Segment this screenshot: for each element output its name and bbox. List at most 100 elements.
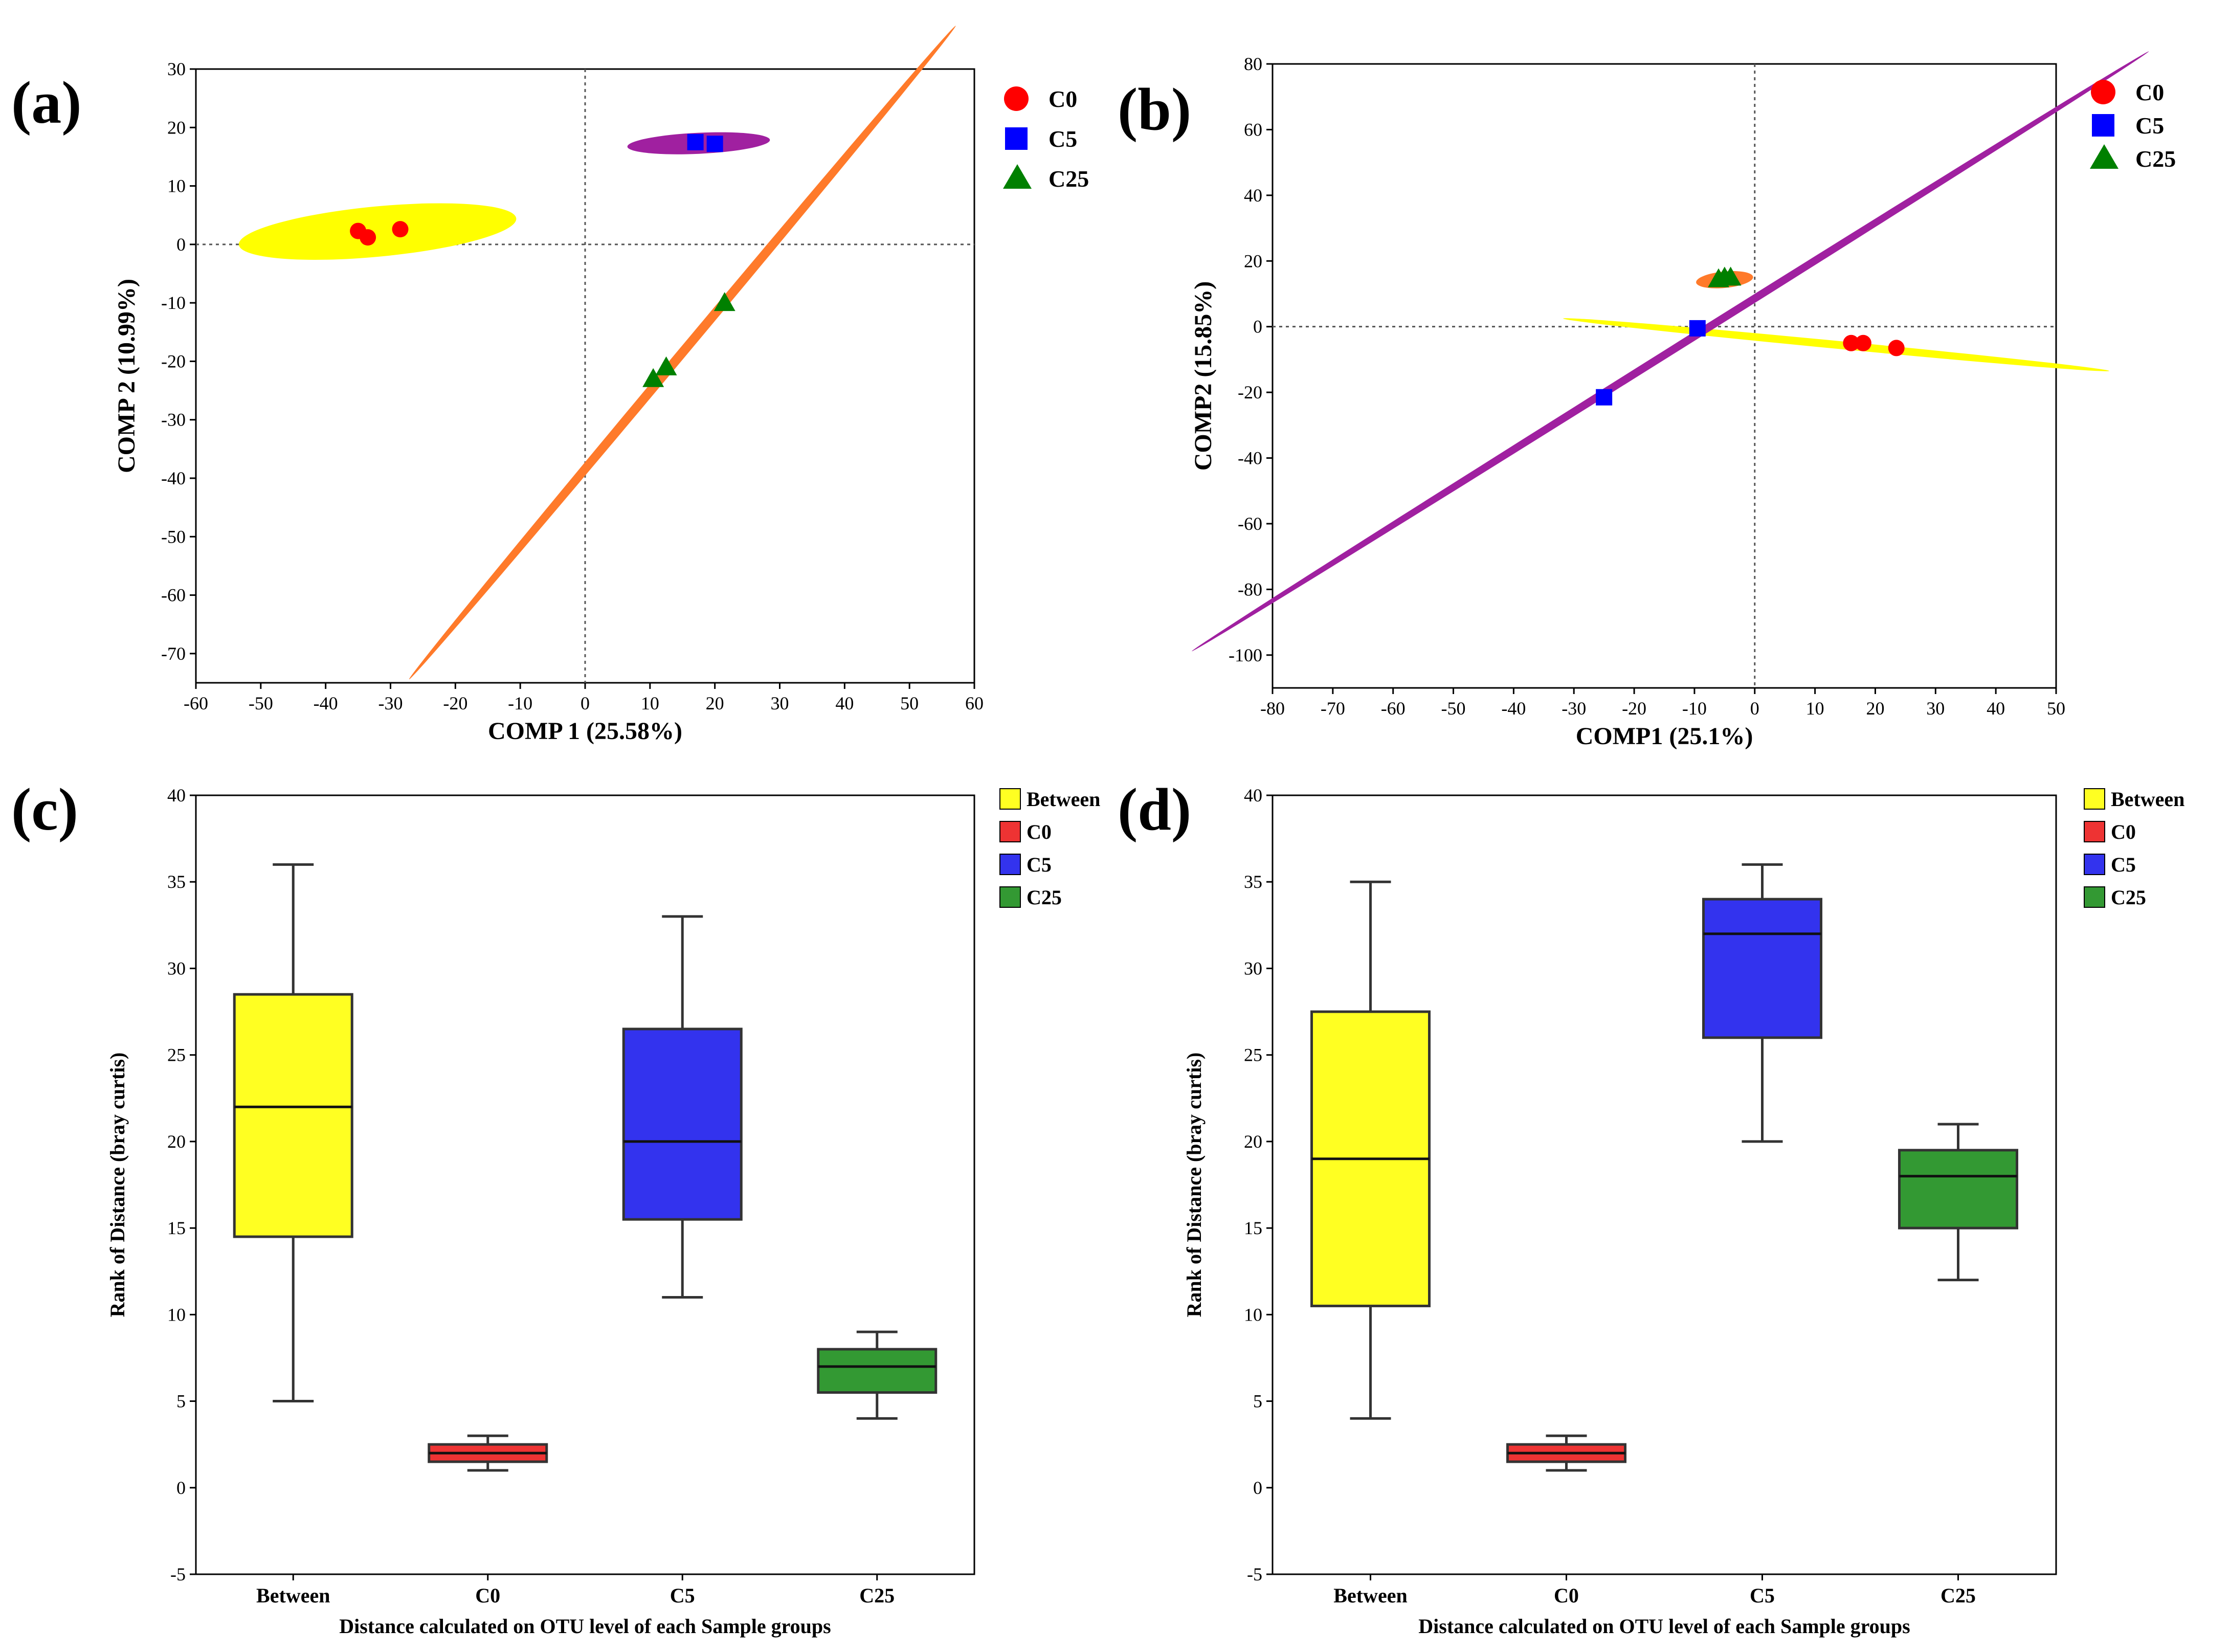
legend-label: C5	[1049, 126, 1077, 152]
plot-frame	[1272, 794, 2057, 1575]
y-tick-label: 5	[1253, 1391, 1262, 1412]
y-tick-label: 60	[1244, 119, 1262, 140]
x-tick-label: -20	[1622, 698, 1646, 719]
x-tick-label: C0	[475, 1584, 500, 1607]
x-tick-label: -60	[184, 693, 208, 713]
y-tick-label: -80	[1238, 579, 1262, 599]
y-tick-label: 0	[1253, 1478, 1262, 1498]
legend-swatch-c5	[999, 854, 1021, 875]
x-tick-label: 10	[1806, 698, 1824, 719]
x-tick-label: -50	[1441, 698, 1466, 719]
box-between	[233, 993, 353, 1238]
x-tick-label: Between	[1333, 1584, 1407, 1607]
y-axis-title: Rank of Distance (bray curtis)	[1183, 1053, 1206, 1318]
panel-d: (d) -5 0 5 10 15 20 25 30 35 40 Between C0 C5 C25 Dista…	[1118, 776, 2184, 1638]
legend-label: C25	[2135, 146, 2176, 172]
y-tick-label: 10	[167, 176, 186, 196]
x-tick-label: 40	[1987, 698, 2005, 719]
box-c25	[817, 1348, 938, 1394]
y-tick-label: 20	[167, 117, 186, 138]
panel-letter: (d)	[1118, 776, 1191, 843]
x-tick-label: -10	[508, 693, 532, 713]
y-tick-label: 10	[167, 1304, 186, 1325]
y-axis-title: Rank of Distance (bray curtis)	[106, 1053, 129, 1318]
legend-label: C5	[2111, 853, 2136, 876]
legend-swatch-c5	[2084, 854, 2105, 875]
legend-marker-c5	[1005, 127, 1028, 150]
point-c0	[392, 221, 409, 238]
y-tick-label: -50	[161, 526, 186, 547]
box-c25	[1898, 1149, 2018, 1230]
y-tick-label: 30	[167, 958, 186, 978]
y-tick-label: 80	[1244, 54, 1262, 74]
legend-label: Between	[2111, 788, 2184, 811]
box-c5	[622, 1028, 743, 1221]
panel-letter: (a)	[11, 69, 82, 136]
x-tick-label: -80	[1260, 698, 1285, 719]
x-tick-label: 40	[835, 693, 854, 713]
point-c0	[1855, 334, 1871, 351]
x-tick-label: Between	[256, 1584, 330, 1607]
x-tick-label: C0	[1554, 1584, 1579, 1607]
x-tick-label: 60	[965, 693, 984, 713]
y-tick-label: 30	[167, 59, 186, 79]
legend-swatch-c0	[2084, 821, 2105, 842]
x-axis-title: Distance calculated on OTU level of each…	[1418, 1615, 1910, 1638]
point-c25	[713, 292, 735, 311]
legend-label: C0	[2135, 79, 2164, 105]
y-tick-label: -20	[161, 351, 186, 371]
point-c25	[642, 368, 664, 387]
x-tick-label: -20	[443, 693, 467, 713]
panel-letter: (c)	[11, 776, 78, 843]
x-tick-label: 30	[771, 693, 789, 713]
point-c5	[687, 133, 704, 150]
point-c25	[655, 356, 677, 375]
y-tick-label: 40	[1244, 185, 1262, 206]
y-tick-label: 15	[1244, 1218, 1262, 1238]
x-tick-label: -50	[249, 693, 273, 713]
y-axis-title: COMP2 (15.85%)	[1190, 281, 1217, 471]
plot-frame	[1272, 63, 2057, 689]
x-tick-label: -30	[1562, 698, 1586, 719]
point-c5	[706, 136, 723, 152]
point-c25	[1720, 266, 1742, 286]
x-tick-label: -40	[1501, 698, 1526, 719]
legend-swatch-c25	[999, 886, 1021, 908]
ellipse-c5	[1192, 51, 2149, 652]
x-axis-title: Distance calculated on OTU level of each…	[339, 1615, 831, 1638]
y-axis-title: COMP 2 (10.99%)	[113, 279, 140, 473]
panel-c: (c) -5 0 5 10 15 20 25 30 35 40 Between C0 C5 C25 Dista…	[11, 776, 1100, 1638]
x-tick-label: 0	[1750, 698, 1759, 719]
x-axis-title: COMP1 (25.1%)	[1576, 723, 1753, 750]
y-tick-label: -5	[170, 1564, 186, 1584]
y-tick-label: -5	[1247, 1564, 1262, 1584]
x-tick-label: C25	[859, 1584, 895, 1607]
y-tick-label: 40	[167, 785, 186, 806]
x-tick-label: -60	[1381, 698, 1406, 719]
point-c0	[1888, 340, 1905, 356]
x-tick-label: -70	[1321, 698, 1345, 719]
legend-label: C5	[1027, 853, 1052, 876]
legend-swatch-c25	[2084, 886, 2105, 908]
y-tick-label: 0	[1253, 317, 1262, 337]
x-tick-label: C5	[670, 1584, 695, 1607]
legend-marker-c0	[1004, 86, 1029, 111]
legend-label: C0	[2111, 820, 2136, 843]
legend-label: C25	[2111, 886, 2146, 909]
legend-label: C5	[2135, 113, 2164, 139]
y-tick-label: -100	[1229, 645, 1262, 665]
panel-a: (a) -70 -60 -50 -40 -30 -20 -10 0 10 20 30 -60 -50 -40…	[11, 26, 1089, 745]
y-tick-label: 20	[1244, 251, 1262, 271]
box-c5	[1702, 898, 1822, 1039]
x-tick-label: -40	[314, 693, 338, 713]
y-tick-label: -70	[161, 643, 186, 664]
y-tick-label: 0	[176, 1478, 186, 1498]
x-tick-label: 10	[641, 693, 659, 713]
x-tick-label: 20	[706, 693, 724, 713]
y-tick-label: 10	[1244, 1304, 1262, 1325]
y-tick-label: 40	[1244, 785, 1262, 806]
legend-label: C25	[1049, 166, 1089, 192]
panel-letter: (b)	[1118, 76, 1191, 143]
